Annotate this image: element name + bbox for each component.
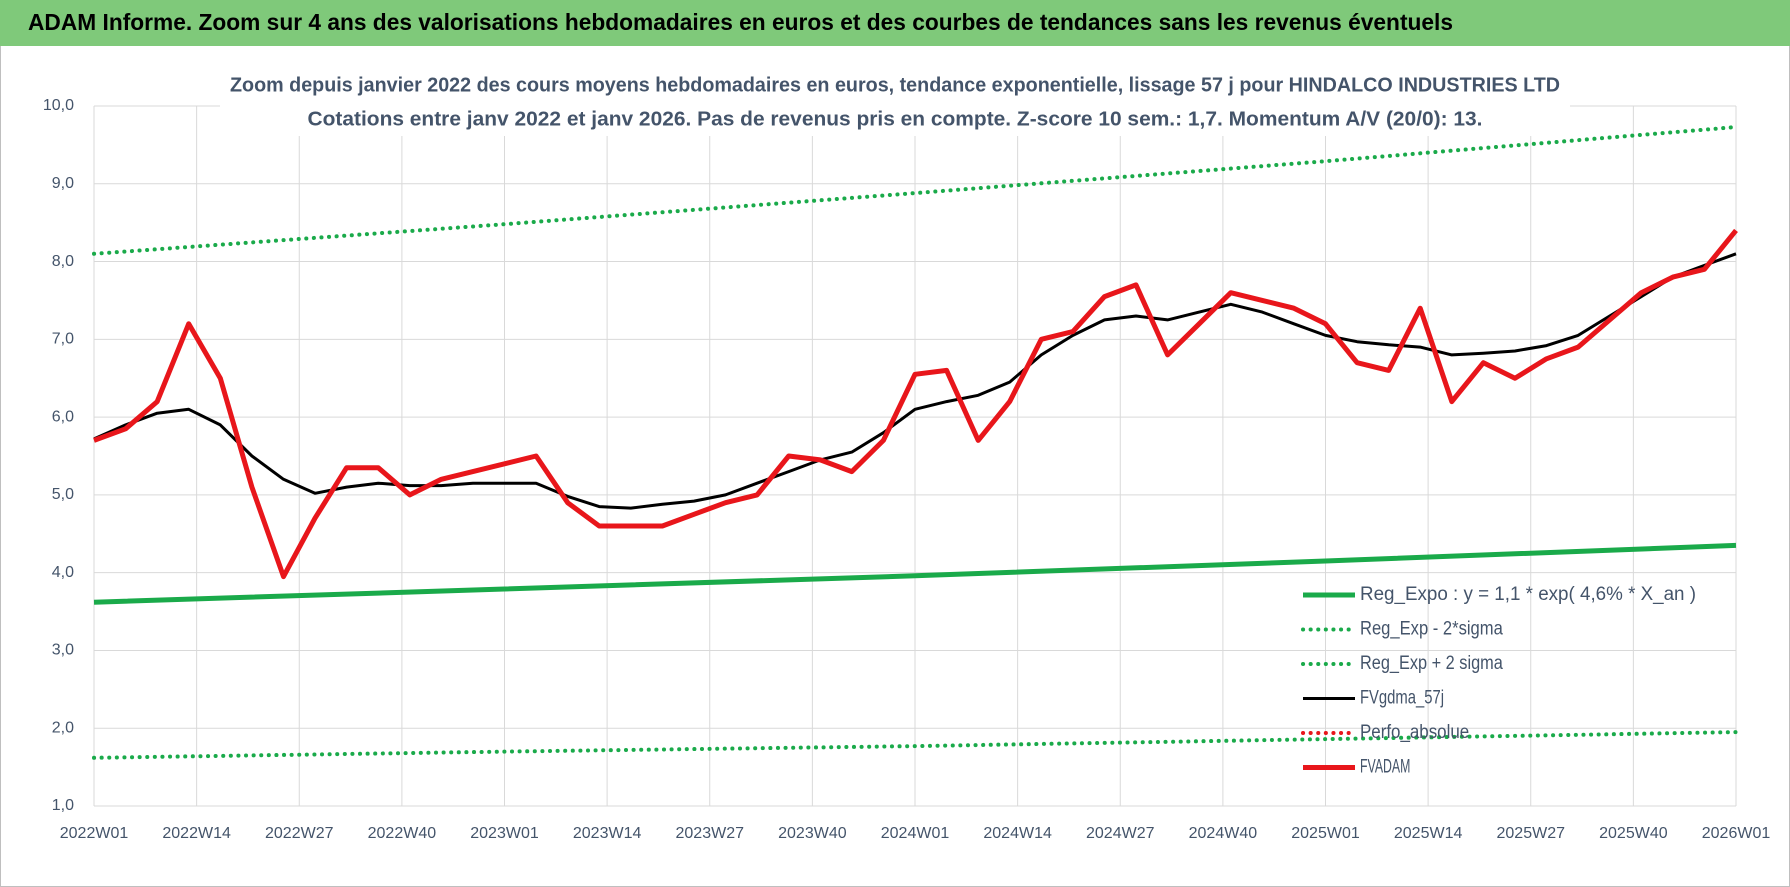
y-tick-label: 5,0 — [52, 486, 74, 503]
x-tick-label: 2025W14 — [1394, 825, 1463, 842]
x-tick-label: 2022W40 — [368, 825, 437, 842]
y-tick-label: 3,0 — [52, 642, 74, 659]
x-tick-label: 2025W01 — [1291, 825, 1360, 842]
series-line — [92, 730, 1738, 760]
y-tick-label: 1,0 — [52, 797, 74, 814]
x-tick-label: 2026W01 — [1702, 825, 1771, 842]
x-tick-label: 2024W01 — [881, 825, 950, 842]
x-tick-label: 2022W27 — [265, 825, 334, 842]
legend-label: Perfo_absolue — [1360, 722, 1469, 743]
title-box — [220, 70, 1570, 136]
y-tick-label: 9,0 — [52, 175, 74, 192]
x-tick-label: 2022W01 — [60, 825, 129, 842]
x-tick-label: 2023W27 — [676, 825, 745, 842]
y-tick-label: 7,0 — [52, 331, 74, 348]
y-tick-label: 2,0 — [52, 719, 74, 736]
x-tick-label: 2025W40 — [1599, 825, 1668, 842]
header-title: ADAM Informe. Zoom sur 4 ans des valoris… — [28, 9, 1453, 35]
series-line — [92, 125, 1738, 256]
x-tick-label: 2022W14 — [162, 825, 231, 842]
x-tick-label: 2024W40 — [1189, 825, 1258, 842]
y-tick-label: 6,0 — [52, 408, 74, 425]
series-line — [93, 252, 1737, 510]
x-tick-label: 2024W27 — [1086, 825, 1155, 842]
x-tick-label: 2024W14 — [983, 825, 1052, 842]
y-tick-label: 8,0 — [52, 253, 74, 270]
y-tick-label: 4,0 — [52, 564, 74, 581]
series-line — [93, 542, 1737, 605]
x-tick-label: 2023W14 — [573, 825, 642, 842]
header-bar — [0, 0, 1790, 46]
chart-title: Zoom depuis janvier 2022 des cours moyen… — [230, 74, 1560, 96]
x-tick-label: 2025W27 — [1497, 825, 1566, 842]
chart-subtitle: Cotations entre janv 2022 et janv 2026. … — [308, 108, 1483, 130]
y-tick-label: 10,0 — [43, 97, 74, 114]
legend-label: Reg_Exp + 2 sigma — [1360, 653, 1503, 674]
legend-label: FVgdma_57j — [1360, 688, 1444, 709]
series-line — [93, 228, 1738, 580]
x-tick-label: 2023W01 — [470, 825, 539, 842]
legend-label: FVADAM — [1360, 757, 1410, 778]
legend-label: Reg_Exp - 2*sigma — [1360, 619, 1503, 640]
x-tick-label: 2023W40 — [778, 825, 847, 842]
legend-label: Reg_Expo : y = 1,1 * exp( 4,6% * X_an ) — [1360, 584, 1696, 605]
